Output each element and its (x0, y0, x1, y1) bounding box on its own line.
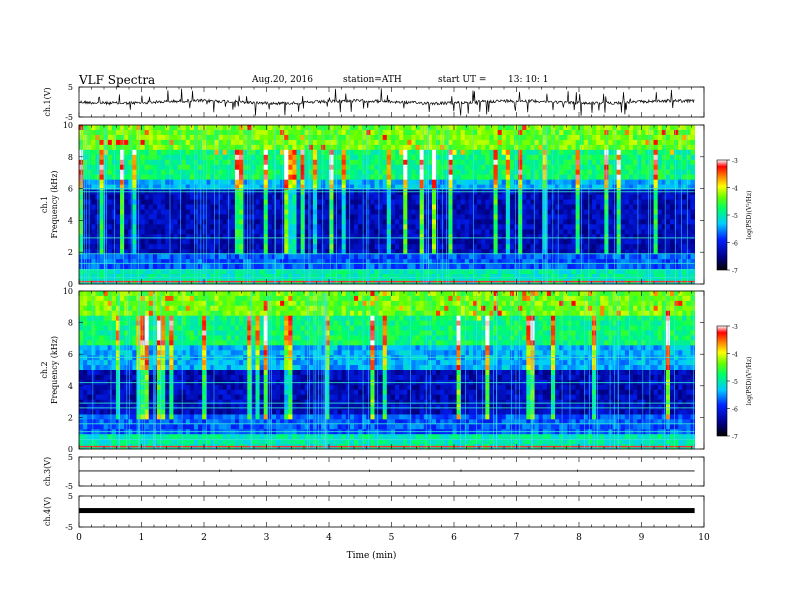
colorbar-tick-label: -7 (732, 434, 738, 441)
ch1-spectrogram-axes: 0 2 4 6 8 10 (63, 121, 705, 289)
ch4-waveform (79, 508, 695, 514)
y-axis-label: ch.2 (40, 361, 49, 378)
ch1-waveform (78, 88, 695, 116)
ch3-waveform-ylabel: ch.3(V) (43, 457, 52, 486)
y-axis-label: Frequency (kHz) (50, 336, 59, 404)
colorbar-tick-label: -7 (732, 268, 738, 275)
x-tick-label: 1 (139, 533, 145, 543)
colorbar-tick-label: -4 (732, 186, 738, 193)
x-tick-label: 5 (389, 533, 395, 543)
x-tick-label: 0 (76, 533, 82, 543)
ch1-spectrogram-ylabel: ch.1 Frequency (kHz) (40, 170, 59, 238)
y-tick-label: 0 (68, 280, 73, 289)
ch3-waveform-axes: 5 -5 (65, 453, 705, 491)
y-tick-label: 10 (63, 287, 73, 296)
colorbar-tick-label: -5 (732, 213, 738, 220)
colorbar-tick-label: -3 (732, 324, 738, 331)
colorbar-label: log(PSD)(V²/Hz) (746, 357, 753, 406)
ch1-waveform-ylabel: ch.1(V) (43, 87, 52, 116)
y-tick-label: 8 (68, 319, 73, 328)
y-axis-label: ch.1 (40, 196, 49, 213)
x-tick-label: 10 (698, 533, 710, 543)
y-tick-label: 10 (63, 121, 73, 130)
x-tick-label: 2 (201, 533, 207, 543)
ch1-trace (78, 88, 695, 116)
ch2-spectrogram (79, 291, 696, 450)
x-tick-label: 4 (326, 533, 332, 543)
chart-title: VLF Spectra (79, 73, 156, 87)
y-tick-label: 2 (68, 413, 73, 422)
colorbar-ch2: -3 -4 -5 -6 -7 log(PSD)(V²/Hz) (716, 324, 753, 441)
y-tick-label: 0 (68, 445, 73, 454)
y-axis-label: ch.4(V) (43, 497, 52, 526)
y-axis-label: ch.1(V) (43, 87, 52, 116)
colorbar-tick-label: -5 (732, 379, 738, 386)
colorbar-ch1: -3 -4 -5 -6 -7 log(PSD)(V²/Hz) (716, 158, 753, 275)
y-tick-label: 5 (68, 492, 73, 501)
start-ut-value: 13: 10: 1 (508, 75, 549, 85)
y-tick-label: 6 (68, 350, 73, 359)
y-tick-label: 4 (68, 382, 73, 391)
x-tick-label: 8 (576, 533, 582, 543)
ch3-waveform (79, 469, 695, 472)
colorbar-tick-label: -3 (732, 158, 738, 165)
x-tick-label: 9 (639, 533, 645, 543)
y-tick-label: 5 (68, 453, 73, 462)
y-tick-label: 5 (68, 83, 73, 92)
y-tick-label: -5 (65, 523, 73, 532)
ch4-trace (79, 508, 695, 514)
x-tick-label: 6 (451, 533, 457, 543)
y-tick-label: 8 (68, 153, 73, 162)
ch2-spectrogram-axes: 0 2 4 6 8 10 (63, 287, 705, 454)
y-axis-label: Frequency (kHz) (50, 170, 59, 238)
ch1-waveform-axes: 5 -5 (65, 83, 705, 122)
colorbar-tick-label: -6 (732, 241, 738, 248)
y-axis-label: ch.3(V) (43, 457, 52, 486)
station-label: station=ATH (343, 75, 402, 85)
x-tick-label: 3 (264, 533, 270, 543)
y-tick-label: -5 (65, 113, 73, 122)
start-ut-label: start UT = (438, 75, 487, 85)
x-axis-label: Time (min) (347, 550, 397, 561)
colorbar-tick-label: -4 (732, 352, 738, 359)
y-tick-label: 6 (68, 185, 73, 194)
colorbar-label: log(PSD)(V²/Hz) (746, 191, 753, 240)
date-label: Aug.20, 2016 (252, 75, 313, 85)
x-tick-label: 7 (514, 533, 520, 543)
y-tick-label: -5 (65, 482, 73, 491)
ch2-spectrogram-ylabel: ch.2 Frequency (kHz) (40, 336, 59, 404)
ch4-waveform-axes: 0 1 2 3 4 5 6 7 8 9 10 5 -5 (65, 492, 710, 543)
colorbar-tick-label: -6 (732, 407, 738, 414)
ch4-waveform-ylabel: ch.4(V) (43, 497, 52, 526)
y-tick-label: 4 (68, 216, 73, 225)
y-tick-label: 2 (68, 248, 73, 257)
ch1-spectrogram (79, 125, 696, 285)
